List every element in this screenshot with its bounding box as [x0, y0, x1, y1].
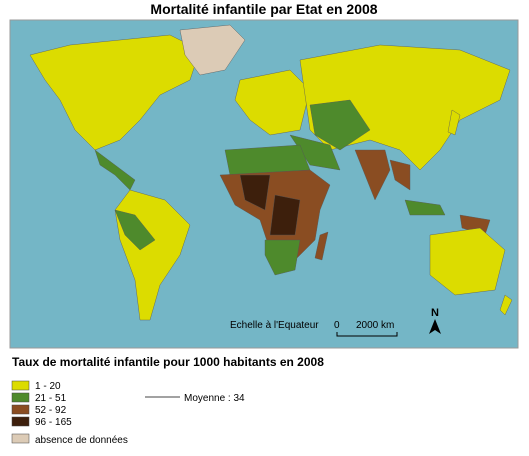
greenland — [179, 24, 246, 76]
central-africa — [269, 194, 301, 236]
legend-swatch — [11, 416, 30, 427]
legend-swatch — [11, 380, 30, 391]
north-label: N — [431, 307, 439, 319]
north-arrow — [429, 319, 441, 334]
south-america-andes — [114, 209, 156, 251]
southeast-asia — [389, 159, 411, 191]
world-map — [29, 24, 513, 321]
mean-label: Moyenne : 34 — [184, 393, 245, 404]
legend-label: 96 - 165 — [35, 417, 72, 428]
legend-swatch — [11, 392, 30, 403]
legend-label: 52 - 92 — [35, 405, 67, 416]
madagascar — [314, 231, 329, 261]
legend-swatch — [11, 404, 30, 415]
scale-start: 0 — [334, 320, 340, 331]
title: Mortalité infantile par Etat en 2008 — [150, 1, 377, 17]
australia — [429, 227, 506, 296]
scale-bar — [336, 332, 398, 337]
legend-title: Taux de mortalité infantile pour 1000 ha… — [12, 355, 324, 369]
central-asia — [309, 99, 371, 151]
west-africa — [239, 174, 271, 211]
no-data-label: absence de données — [35, 435, 128, 446]
scale-label: Echelle à l'Equateur — [230, 320, 319, 331]
legend-label: 1 - 20 — [35, 381, 61, 392]
india — [354, 149, 391, 201]
no-data-swatch — [11, 433, 30, 444]
europe — [234, 69, 311, 136]
scale-end: 2000 km — [356, 320, 394, 331]
indonesia — [404, 199, 446, 216]
japan — [447, 109, 461, 136]
new-zealand — [499, 294, 513, 316]
north-america — [29, 34, 201, 151]
legend-label: 21 - 51 — [35, 393, 67, 404]
north-africa — [224, 144, 311, 176]
southern-africa — [264, 239, 301, 276]
